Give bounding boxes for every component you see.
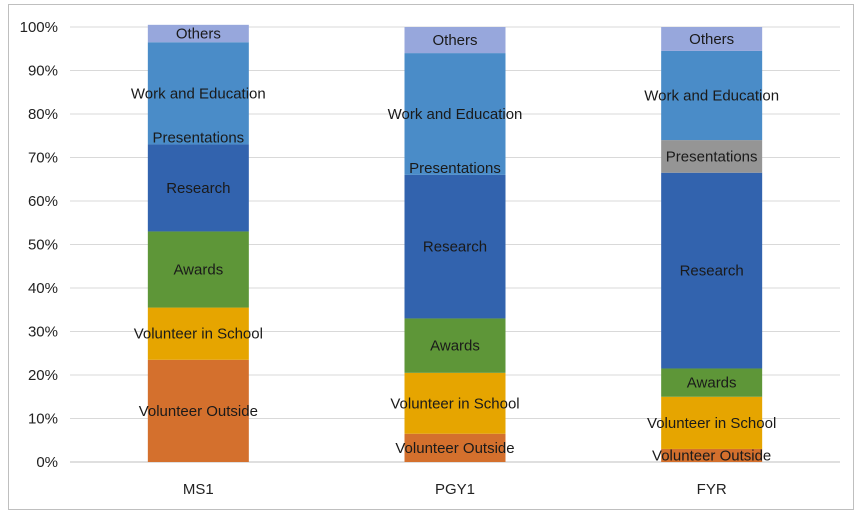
bar-segment-others [404,27,506,54]
segment-label-work-and-education: Work and Education [644,88,779,105]
segment-label-volunteer-in-school: Volunteer in School [390,395,519,412]
bar-segment-awards [404,318,506,373]
segment-label-awards: Awards [173,262,223,279]
segment-label-others: Others [176,26,221,43]
bar-segment-research [404,174,506,319]
bar-segment-volunteer-outside [661,448,763,462]
segment-label-presentations: Presentations [152,129,244,146]
y-tick-label: 10% [28,411,58,428]
x-category-label: FYR [697,481,727,498]
y-tick-label: 50% [28,237,58,254]
segment-label-volunteer-outside: Volunteer Outside [652,447,771,464]
segment-label-research: Research [680,263,744,280]
segment-label-presentations: Presentations [409,160,501,177]
segment-label-work-and-education: Work and Education [388,106,523,123]
bar-segment-presentations [661,140,763,173]
bar-segment-others [661,27,763,51]
x-axis-categories: MS1 PGY1 FYR [183,481,727,498]
segment-label-volunteer-outside: Volunteer Outside [139,403,258,420]
segment-label-research: Research [166,180,230,197]
segment-label-work-and-education: Work and Education [131,85,266,102]
bar-segment-research [661,172,763,369]
bar-segment-volunteer-outside [147,359,249,462]
bar-stack-pgy1: Volunteer Outside Volunteer in School Awar… [388,27,523,462]
y-tick-label: 20% [28,367,58,384]
bars: Volunteer Outside Volunteer in School Awar… [131,24,779,464]
bar-stack-fyr: Volunteer Outside Volunteer in School Awar… [644,27,779,464]
segment-label-awards: Awards [687,375,737,392]
y-tick-label: 100% [20,19,58,36]
y-tick-label: 80% [28,106,58,123]
segment-label-research: Research [423,239,487,256]
bar-segment-work-and-education [404,53,506,175]
bar-segment-volunteer-in-school [661,396,763,449]
bar-stack-ms1: Volunteer Outside Volunteer in School Awar… [131,24,266,462]
segment-label-volunteer-in-school: Volunteer in School [647,415,776,432]
bar-segment-volunteer-outside [404,433,506,462]
segment-label-others: Others [689,31,734,48]
segment-label-awards: Awards [430,338,480,355]
y-tick-label: 90% [28,63,58,80]
x-category-label: PGY1 [435,481,475,498]
y-tick-label: 0% [36,454,58,471]
bar-segment-work-and-education [661,50,763,141]
bar-segment-others [147,24,249,43]
bar-segment-research [147,144,249,232]
segment-label-volunteer-outside: Volunteer Outside [395,440,514,457]
y-tick-label: 30% [28,324,58,341]
bar-segment-awards [661,368,763,397]
bar-segment-volunteer-in-school [404,372,506,434]
y-tick-label: 60% [28,193,58,210]
y-tick-label: 40% [28,280,58,297]
x-category-label: MS1 [183,481,214,498]
y-tick-label: 70% [28,150,58,167]
segment-label-others: Others [432,32,477,49]
bar-segment-awards [147,231,249,308]
segment-label-presentations: Presentations [666,148,758,165]
bar-segment-work-and-education [147,42,249,145]
y-axis-ticks: 0% 10% 20% 30% 40% 50% 60% 70% 80% 90% 100% [20,19,58,471]
bar-segment-volunteer-in-school [147,307,249,360]
segment-label-volunteer-in-school: Volunteer in School [134,326,263,343]
